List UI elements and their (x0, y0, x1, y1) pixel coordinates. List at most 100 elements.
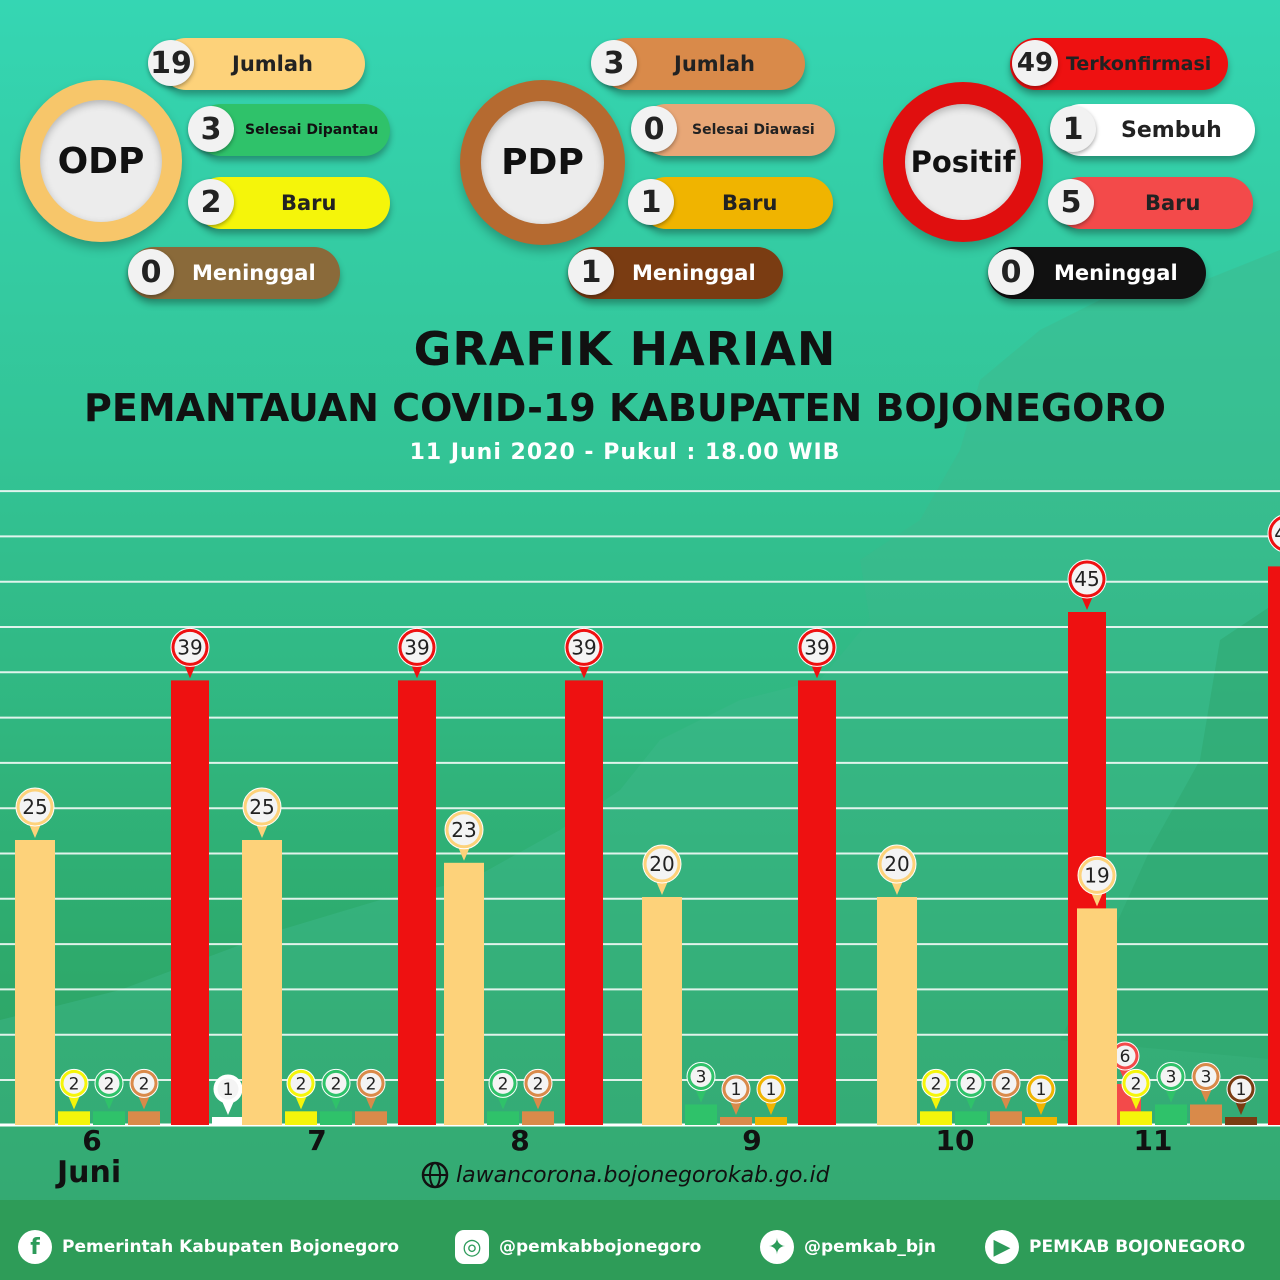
odp-baru-value: 2 (188, 179, 234, 225)
bar-odp_baru-7 (285, 1111, 317, 1125)
bar-pdp_baru-9 (755, 1117, 787, 1125)
twitter-link[interactable]: ✦ @pemkab_bjn (760, 1230, 936, 1264)
marker-face (19, 791, 51, 823)
marker-face (960, 1072, 982, 1094)
bar-pdp_meninggal-11 (1225, 1117, 1257, 1125)
youtube-link[interactable]: ▶ PEMKAB BOJONEGORO (985, 1230, 1245, 1264)
pdp-jumlah-value: 3 (591, 40, 637, 86)
odp-selesai-label: Selesai Dipantau (245, 122, 379, 138)
footer-bar (0, 1200, 1280, 1280)
youtube-icon: ▶ (985, 1230, 1019, 1264)
data-label: 39 (804, 635, 829, 659)
marker-pin (965, 1095, 977, 1110)
odp-meninggal-label: Meninggal (192, 261, 316, 285)
data-label: 1 (731, 1080, 742, 1100)
pdp-baru-value: 1 (628, 179, 674, 225)
marker-pin (256, 824, 268, 838)
marker-pin (730, 1101, 742, 1115)
marker-face (174, 631, 206, 663)
marker-face (360, 1072, 382, 1094)
instagram-link[interactable]: ◎ @pemkabbojonegoro (455, 1230, 701, 1264)
marker-face (63, 1072, 85, 1094)
odp-title: ODP (40, 100, 162, 222)
facebook-link[interactable]: f Pemerintah Kabupaten Bojonegoro (18, 1230, 399, 1264)
bar-pdp_baru-10 (1025, 1117, 1057, 1125)
data-label: 2 (1001, 1074, 1012, 1094)
twitter-icon: ✦ (760, 1230, 794, 1264)
bar-pdp_total-6 (128, 1111, 160, 1125)
marker-face (568, 631, 600, 663)
positif-jumlah-pill: Terkonfirmasi (1010, 38, 1228, 90)
data-label: 23 (451, 818, 476, 842)
marker-face (290, 1072, 312, 1094)
data-label: 39 (177, 635, 202, 659)
x-tick-label: 11 (1134, 1124, 1173, 1157)
data-label: 1 (223, 1080, 234, 1100)
marker-pin (656, 881, 668, 895)
marker-pin (103, 1095, 115, 1110)
positif-jumlah-value: 49 (1012, 40, 1058, 86)
marker-face (246, 791, 278, 823)
chart-title: GRAFIK HARIAN (413, 322, 837, 376)
positif-jumlah-label: Terkonfirmasi (1066, 53, 1212, 75)
marker-pin (497, 1095, 509, 1110)
data-label: 2 (366, 1074, 377, 1094)
marker-pin (1035, 1101, 1047, 1115)
marker-face (1271, 519, 1280, 548)
bar-odp_baru-11 (1120, 1111, 1152, 1125)
marker-pin (695, 1088, 707, 1103)
marker-pin (1200, 1088, 1212, 1103)
x-tick-label: 9 (742, 1124, 761, 1157)
pdp-title: PDP (481, 101, 604, 224)
marker-pin (365, 1095, 377, 1110)
x-tick-label: 8 (510, 1124, 529, 1157)
marker-pin (29, 824, 41, 838)
bar-pdp_total-8 (522, 1111, 554, 1125)
data-label: 39 (571, 635, 596, 659)
x-tick-label: 7 (307, 1124, 326, 1157)
bar-odp_selesai-10 (955, 1111, 987, 1125)
bar-odp_total-9 (642, 897, 682, 1125)
bar-odp_total-7 (242, 840, 282, 1125)
marker-pin (330, 1095, 342, 1110)
chart-subtitle: PEMANTAUAN COVID-19 KABUPATEN BOJONEGORO (84, 386, 1166, 430)
marker-face (133, 1072, 155, 1094)
bar-positif_total-8 (565, 680, 603, 1125)
marker-face (925, 1072, 947, 1094)
marker-face (492, 1072, 514, 1094)
pdp-baru-label: Baru (722, 191, 778, 215)
marker-face (1125, 1072, 1147, 1094)
marker-pin (1130, 1095, 1142, 1110)
bar-odp_selesai-9 (685, 1104, 717, 1125)
facebook-icon: f (18, 1230, 52, 1264)
data-label: 2 (533, 1074, 544, 1094)
marker-pin (1165, 1088, 1177, 1103)
data-label: 2 (331, 1074, 342, 1094)
x-tick-label: 6 (82, 1124, 101, 1157)
data-label: 49 (1274, 521, 1280, 545)
bar-pdp_total-7 (355, 1111, 387, 1125)
x-tick-label: 10 (936, 1124, 975, 1157)
positif-baru-value: 5 (1048, 179, 1094, 225)
bar-odp_selesai-8 (487, 1111, 519, 1125)
data-label: 2 (139, 1074, 150, 1094)
odp-jumlah-value: 19 (148, 40, 194, 86)
marker-pin (1235, 1101, 1247, 1115)
data-label: 20 (649, 852, 674, 876)
bar-odp_total-8 (444, 862, 484, 1125)
youtube-text: PEMKAB BOJONEGORO (1029, 1237, 1246, 1257)
odp-meninggal-value: 0 (128, 249, 174, 295)
marker-face (527, 1072, 549, 1094)
marker-face (1081, 859, 1113, 891)
bar-odp_selesai-6 (93, 1111, 125, 1125)
website-link[interactable]: lawancorona.bojonegorokab.go.id (420, 1160, 830, 1190)
marker-face (725, 1078, 747, 1100)
marker-pin (1091, 892, 1103, 907)
data-label: 1 (1036, 1080, 1047, 1100)
marker-pin (891, 881, 903, 895)
marker-face (1030, 1078, 1052, 1100)
marker-pin (765, 1101, 777, 1115)
data-label: 39 (404, 635, 429, 659)
bar-positif_total-9 (798, 680, 836, 1125)
